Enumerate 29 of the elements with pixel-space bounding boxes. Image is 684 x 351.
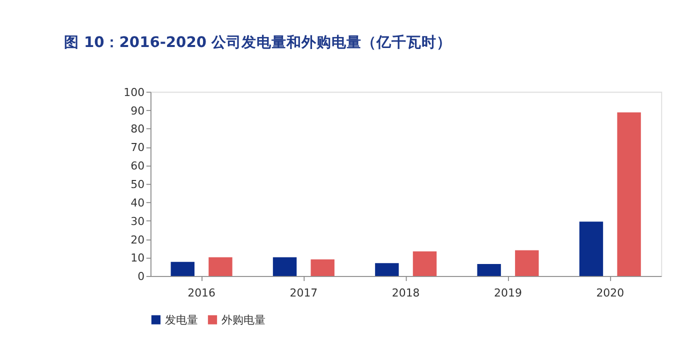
y-tick-label: 50 (130, 178, 145, 192)
legend-label: 外购电量 (222, 313, 266, 326)
y-tick-label: 80 (130, 122, 145, 136)
bar (170, 262, 194, 276)
x-tick-label: 2019 (494, 286, 522, 300)
y-tick-label: 10 (130, 252, 145, 265)
x-tick-label: 2018 (392, 286, 420, 300)
y-tick-label: 30 (130, 214, 145, 228)
y-tick-label: 40 (130, 196, 145, 210)
y-tick-label: 60 (130, 160, 145, 173)
legend-label: 发电量 (165, 313, 198, 326)
x-tick-label: 2016 (188, 286, 216, 300)
x-tick-label: 2017 (290, 286, 318, 300)
bar (412, 251, 437, 276)
x-tick-label: 2020 (596, 286, 624, 300)
bar (310, 259, 334, 276)
chart-title: 图 10：2016-2020 公司发电量和外购电量（亿千瓦时） (64, 34, 452, 52)
y-tick-label: 0 (138, 270, 145, 284)
bar (477, 264, 501, 276)
y-tick-label: 20 (130, 233, 145, 246)
bar (208, 257, 232, 276)
bar (617, 112, 641, 276)
y-tick-label: 90 (130, 104, 145, 118)
y-tick-label: 100 (124, 86, 145, 99)
bar (272, 257, 297, 276)
bar (579, 222, 604, 276)
bar (515, 250, 539, 276)
bar (375, 263, 399, 276)
y-tick-label: 70 (130, 141, 145, 154)
